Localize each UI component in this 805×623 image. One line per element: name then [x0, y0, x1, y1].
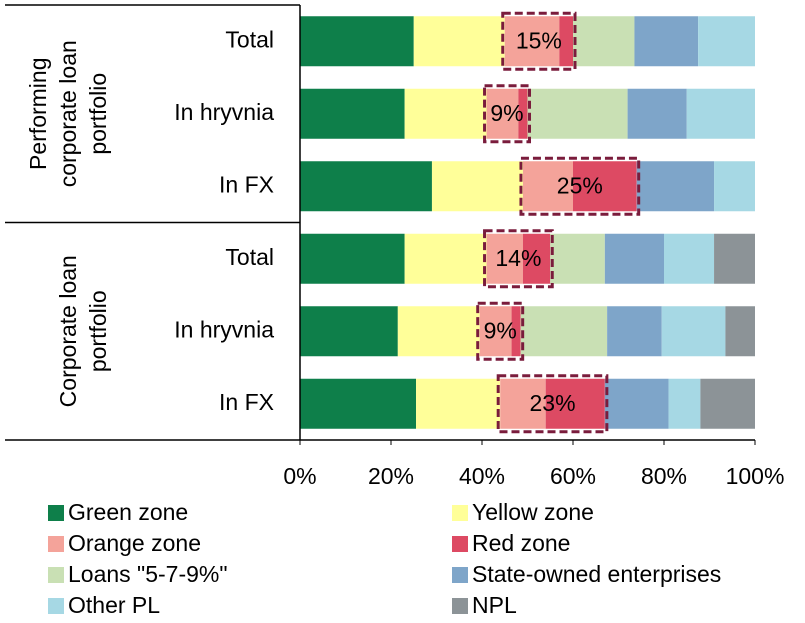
legend-label: Yellow zone: [472, 499, 594, 525]
bar-segment: [607, 306, 662, 357]
bar-segment: [559, 16, 573, 67]
legend-label: State-owned enterprises: [472, 561, 721, 587]
category-label: Total: [225, 244, 274, 270]
bar-segment: [573, 16, 635, 67]
bar-segment: [522, 233, 551, 284]
x-tick-label: 40%: [459, 463, 505, 489]
legend-label: Orange zone: [68, 530, 201, 556]
bar-segment: [300, 88, 405, 139]
group-label: Corporate loan: [55, 255, 81, 407]
bar-segment: [404, 88, 487, 139]
bar-segment: [700, 378, 755, 429]
bar-segment: [661, 306, 726, 357]
bar-segment: [527, 88, 628, 139]
legend-swatch: [452, 536, 468, 552]
bar-segment: [479, 306, 512, 357]
category-label: In FX: [219, 389, 274, 415]
category-label: Total: [225, 26, 274, 52]
legend-swatch: [48, 567, 64, 583]
category-label: In hryvnia: [174, 316, 274, 342]
annotation-label: 23%: [530, 390, 576, 416]
legend-label: Loans "5-7-9%": [68, 561, 228, 587]
bar-segment: [404, 233, 487, 284]
legend-label: Red zone: [472, 530, 570, 556]
group-label: portfolio: [85, 73, 111, 155]
x-tick-label: 60%: [550, 463, 596, 489]
bar-segment: [300, 378, 417, 429]
bar-segment: [397, 306, 480, 357]
bar-segment: [511, 306, 521, 357]
bar-segment: [725, 306, 755, 357]
bar-segment: [714, 161, 755, 212]
annotation-box: [501, 11, 577, 71]
annotation-label: 9%: [490, 100, 523, 126]
category-label: In hryvnia: [174, 99, 274, 125]
legend-swatch: [452, 598, 468, 614]
bar-segment: [518, 88, 528, 139]
group-label: portfolio: [85, 290, 111, 372]
bar-segment: [634, 16, 699, 67]
bar-segment: [698, 16, 755, 67]
legend-swatch: [48, 536, 64, 552]
bar-segment: [714, 233, 755, 284]
annotation-label: 14%: [495, 245, 541, 271]
annotation-box: [496, 374, 609, 434]
bar-segment: [686, 88, 755, 139]
bar-segment: [668, 378, 701, 429]
legend-swatch: [48, 598, 64, 614]
bar-segment: [431, 161, 523, 212]
bar-segment: [627, 88, 687, 139]
legend-label: Green zone: [68, 499, 188, 525]
x-tick-label: 20%: [368, 463, 414, 489]
bar-segment: [300, 16, 414, 67]
legend-swatch: [48, 505, 64, 521]
legend-label: Other PL: [68, 592, 160, 618]
bar-segment: [522, 161, 573, 212]
annotation-box: [476, 301, 525, 361]
bar-segment: [416, 378, 501, 429]
annotation-box: [483, 84, 531, 144]
bar-segment: [604, 378, 669, 429]
bar-segment: [413, 16, 505, 67]
bar-segment: [604, 233, 664, 284]
x-tick-label: 100%: [726, 463, 785, 489]
annotation-box: [483, 229, 554, 289]
x-tick-label: 80%: [641, 463, 687, 489]
annotation-label: 25%: [557, 172, 603, 198]
legend-swatch: [452, 567, 468, 583]
bar-segment: [520, 306, 608, 357]
bar-segment: [300, 233, 405, 284]
annotation-box: [519, 156, 641, 216]
bar-segment: [636, 161, 715, 212]
category-label: In FX: [219, 171, 274, 197]
x-tick-label: 0%: [283, 463, 316, 489]
bar-segment: [545, 378, 605, 429]
bar-segment: [550, 233, 605, 284]
bar-segment: [486, 233, 523, 284]
bar-segment: [486, 88, 519, 139]
bar-segment: [500, 378, 546, 429]
legend-label: NPL: [472, 592, 517, 618]
group-label: Performing: [25, 58, 51, 170]
bar-segment: [300, 161, 432, 212]
bar-segment: [573, 161, 637, 212]
annotation-label: 15%: [516, 27, 562, 53]
bar-segment: [300, 306, 398, 357]
bar-segment: [664, 233, 715, 284]
bar-segment: [504, 16, 560, 67]
annotation-label: 9%: [484, 317, 517, 343]
group-label: corporate loan: [55, 40, 81, 187]
legend-swatch: [452, 505, 468, 521]
